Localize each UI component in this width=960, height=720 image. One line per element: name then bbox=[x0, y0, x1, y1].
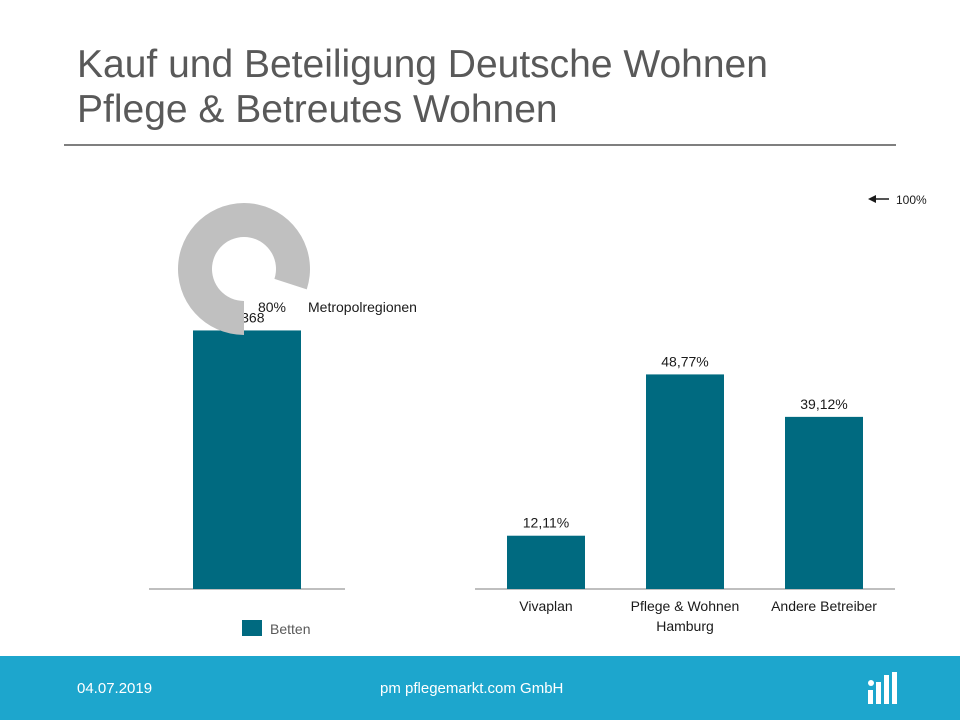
legend-betten-swatch bbox=[242, 620, 262, 636]
bar-andere-betreiber bbox=[785, 416, 863, 589]
bar-betten bbox=[193, 330, 301, 589]
bar-andere-betreiber-value-label: 39,12% bbox=[800, 396, 847, 412]
annotation-100-label: 100% bbox=[896, 193, 927, 207]
bar-vivaplan-value-label: 12,11% bbox=[523, 515, 569, 531]
footer-date: 04.07.2019 bbox=[77, 680, 153, 697]
footer-bar: 04.07.2019 pm pflegemarkt.com GmbH bbox=[0, 656, 960, 720]
donut-category-label: Metropolregionen bbox=[308, 299, 417, 315]
donut-value-label: 80% bbox=[258, 299, 286, 315]
bar-pflege-wohnen-hamburg-tick-label: Hamburg bbox=[656, 618, 714, 634]
bar-pflege-wohnen-hamburg-value-label: 48,77% bbox=[661, 353, 708, 369]
footer-company: pm pflegemarkt.com GmbH bbox=[380, 680, 564, 697]
legend-betten-label: Betten bbox=[270, 621, 310, 637]
title-line-2: Pflege & Betreutes Wohnen bbox=[77, 88, 558, 131]
pflegemarkt-logo-icon bbox=[868, 672, 897, 704]
bar-pflege-wohnen-hamburg-tick-label: Pflege & Wohnen bbox=[631, 598, 740, 614]
title-line-1: Kauf und Beteiligung Deutsche Wohnen bbox=[77, 43, 768, 86]
bar-pflege-wohnen-hamburg bbox=[646, 374, 724, 589]
donut-slice-metropolregionen bbox=[178, 203, 311, 335]
bar-vivaplan bbox=[507, 535, 585, 589]
bar-andere-betreiber-tick-label: Andere Betreiber bbox=[771, 598, 877, 614]
annotation-arrow-icon bbox=[868, 195, 876, 203]
title-divider bbox=[64, 144, 896, 146]
bar-vivaplan-tick-label: Vivaplan bbox=[519, 598, 572, 614]
slide-title: Kauf und Beteiligung Deutsche Wohnen Pfl… bbox=[77, 42, 897, 132]
